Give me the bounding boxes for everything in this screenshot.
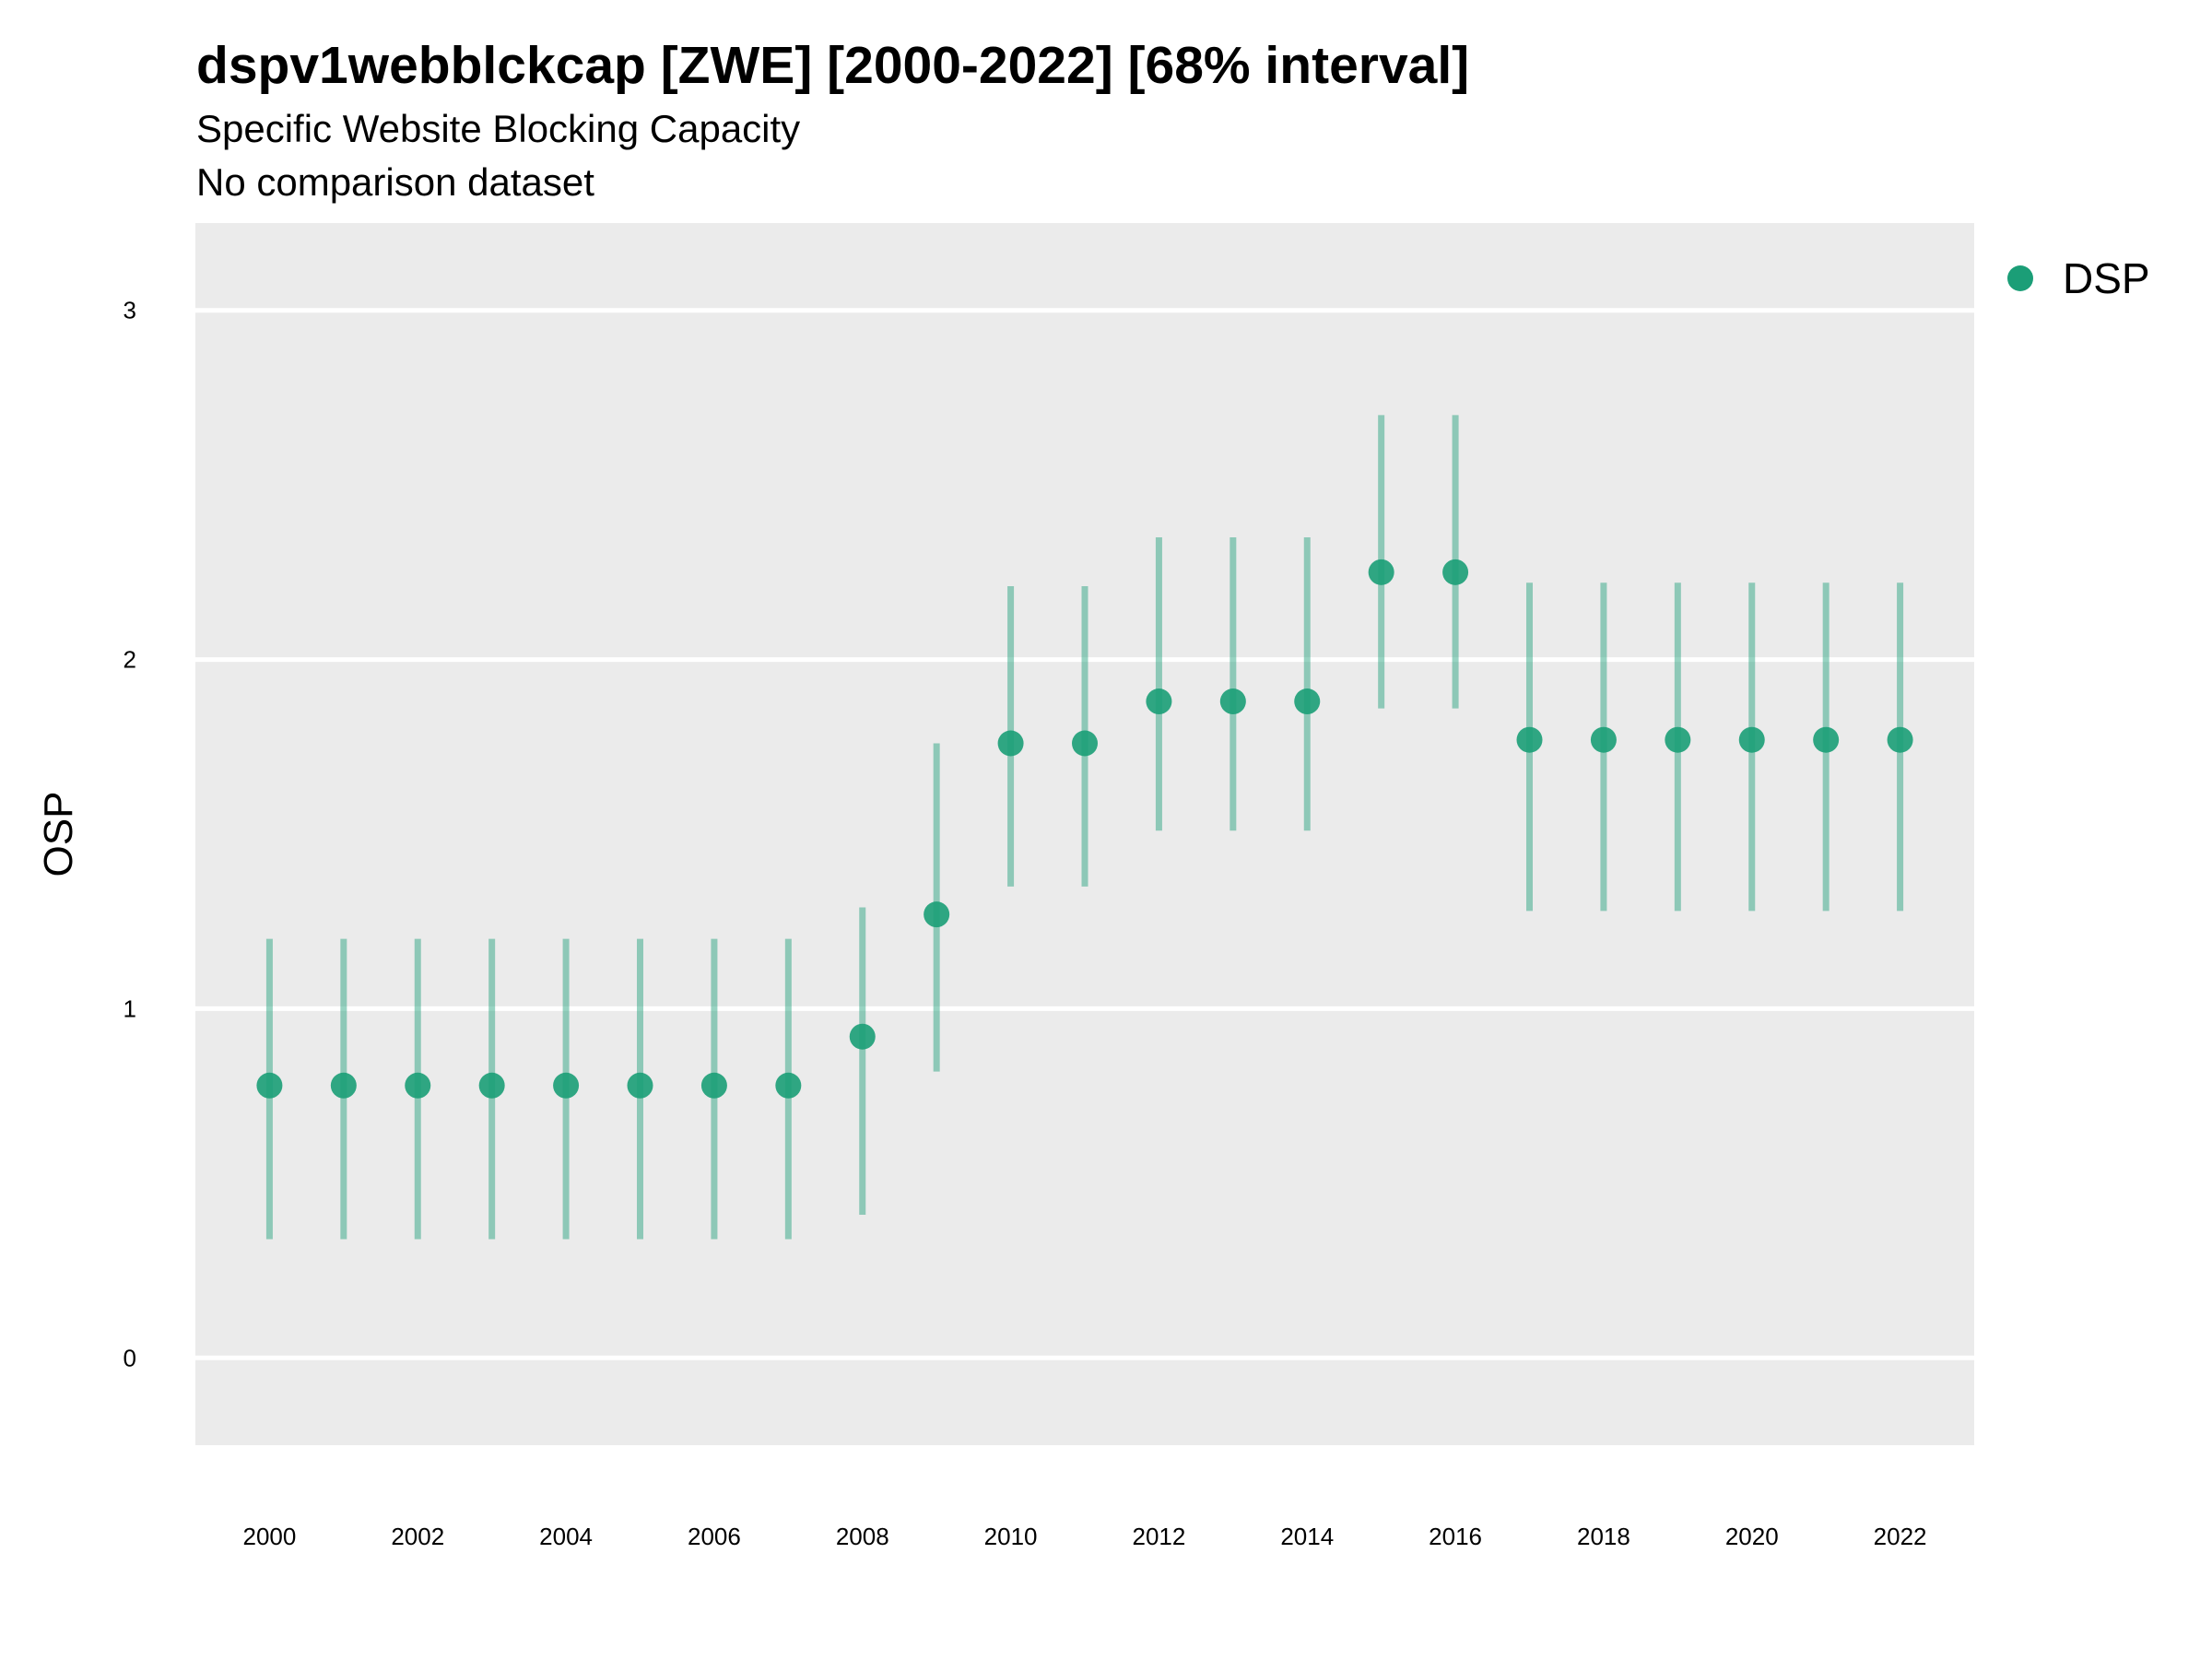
- x-tick-label-2008: 2008: [836, 1523, 889, 1550]
- data-point-2013: [1219, 688, 1246, 715]
- y-tick-label-0: 0: [124, 1344, 136, 1371]
- data-point-2003: [478, 1072, 505, 1099]
- data-points: [256, 559, 1913, 1099]
- chart-title: dspv1webblckcap [ZWE] [2000-2022] [68% i…: [196, 36, 1470, 95]
- legend: DSP: [2007, 254, 2150, 302]
- y-tick-label-3: 3: [124, 297, 136, 324]
- chart-caption: No comparison dataset: [196, 160, 594, 204]
- data-point-2005: [627, 1072, 653, 1099]
- x-tick-label-2002: 2002: [391, 1523, 444, 1550]
- data-point-2004: [553, 1072, 580, 1099]
- x-tick-label-2012: 2012: [1132, 1523, 1185, 1550]
- legend-marker-dsp: [2007, 265, 2033, 291]
- data-point-2014: [1294, 688, 1321, 715]
- data-point-2017: [1516, 726, 1543, 753]
- data-point-2015: [1368, 559, 1394, 585]
- data-point-2010: [997, 730, 1024, 757]
- data-point-2016: [1442, 559, 1469, 585]
- data-point-2019: [1665, 726, 1691, 753]
- data-point-2018: [1590, 726, 1617, 753]
- data-point-2000: [256, 1072, 283, 1099]
- x-axis-ticks: 2000 2002 2004 2006 2008 2010 2012 2014 2016 2018…: [242, 1523, 1926, 1550]
- y-axis-ticks: 0 1 2 3: [124, 297, 136, 1372]
- data-point-2008: [849, 1023, 876, 1050]
- x-tick-label-2022: 2022: [1874, 1523, 1927, 1550]
- x-tick-label-2010: 2010: [984, 1523, 1038, 1550]
- data-point-2006: [700, 1072, 727, 1099]
- x-tick-label-2016: 2016: [1429, 1523, 1482, 1550]
- y-tick-label-2: 2: [124, 646, 136, 674]
- y-tick-label-1: 1: [124, 994, 136, 1022]
- data-point-2011: [1072, 730, 1098, 757]
- y-axis-label: OSP: [36, 792, 81, 877]
- data-point-2021: [1813, 726, 1840, 753]
- x-tick-label-2014: 2014: [1280, 1523, 1334, 1550]
- x-tick-label-2004: 2004: [539, 1523, 593, 1550]
- data-point-2009: [924, 901, 950, 928]
- data-point-2022: [1887, 726, 1913, 753]
- x-tick-label-2000: 2000: [242, 1523, 296, 1550]
- data-point-2007: [775, 1072, 802, 1099]
- plot-panel: [195, 223, 1974, 1445]
- data-point-2020: [1738, 726, 1765, 753]
- data-point-2001: [330, 1072, 357, 1099]
- legend-label-dsp: DSP: [2063, 254, 2150, 302]
- data-point-2012: [1146, 688, 1172, 715]
- x-tick-label-2006: 2006: [688, 1523, 741, 1550]
- chart-subtitle: Specific Website Blocking Capacity: [196, 107, 801, 150]
- gridlines: [195, 308, 1974, 1360]
- data-point-2002: [405, 1072, 431, 1099]
- x-tick-label-2020: 2020: [1725, 1523, 1779, 1550]
- x-tick-label-2018: 2018: [1577, 1523, 1630, 1550]
